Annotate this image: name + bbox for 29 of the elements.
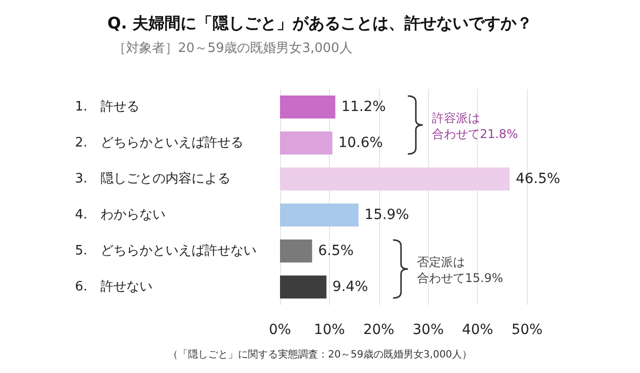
bar xyxy=(280,168,510,190)
y-tick-label: 4. わからない xyxy=(75,208,166,222)
data-label: 11.2% xyxy=(341,99,386,115)
y-tick-label: 3. 隠しごとの内容による xyxy=(75,170,230,186)
y-tick-label: 5. どちらかといえば許せない xyxy=(75,244,256,258)
bar xyxy=(280,240,312,262)
text: （「隠しごと」に関する実態調査：20～59歳の既婚男女3,000人） xyxy=(168,348,472,360)
data-label: 10.6% xyxy=(338,135,383,151)
bar xyxy=(280,96,336,118)
data-label: 15.9% xyxy=(364,207,410,223)
chart-subtitle: ［対象者］20～59歳の既婚男女3,000人 xyxy=(113,40,352,56)
data-label: 6.5% xyxy=(318,243,354,259)
data-label: 9.4% xyxy=(332,279,368,295)
x-tick-label: 10% xyxy=(314,322,345,338)
x-tick-label: 30% xyxy=(412,322,444,338)
chart-title: Q. 夫婦間に「隠しごと」があることは、許せないですか？ xyxy=(107,14,533,32)
y-tick-label: 6. 許せない xyxy=(75,280,152,294)
annotation: 許容派は合わせて21.8% xyxy=(432,111,518,141)
x-tick-label: 0% xyxy=(268,322,292,338)
x-tick-label: 20% xyxy=(363,322,394,338)
bar xyxy=(280,276,326,298)
y-tick-label: 1. 許せる xyxy=(75,100,140,114)
annotation: 否定派は合わせて15.9% xyxy=(417,255,504,285)
x-tick-label: 40% xyxy=(462,322,494,338)
y-tick-label: 2. どちらかといえば許せる xyxy=(75,136,244,150)
bar xyxy=(280,132,332,154)
data-label: 46.5% xyxy=(516,171,560,187)
x-tick-label: 50% xyxy=(511,322,543,338)
bar xyxy=(280,204,359,226)
